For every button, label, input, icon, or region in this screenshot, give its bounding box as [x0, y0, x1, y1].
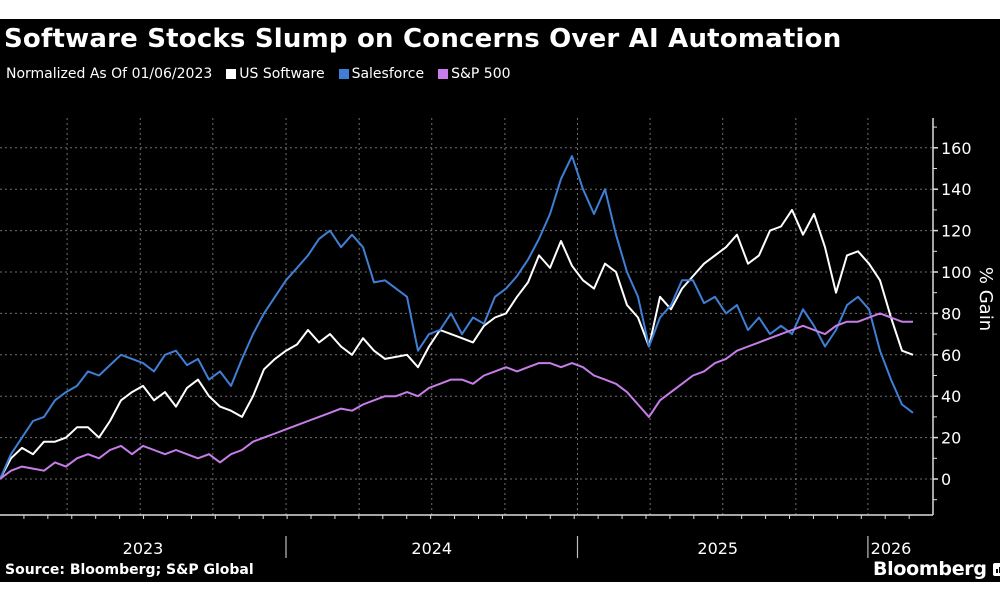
x-year-label: 2026	[871, 539, 912, 558]
y-tick-label: 120	[941, 222, 972, 241]
legend-swatch-sp500	[438, 69, 449, 79]
y-tick-label: 80	[941, 304, 961, 323]
y-axis-label: % Gain	[975, 267, 996, 331]
legend-swatch-us-software	[226, 69, 237, 79]
gridlines	[0, 118, 933, 515]
legend-item-salesforce: Salesforce	[338, 66, 425, 82]
y-tick-label: 60	[941, 346, 961, 365]
y-tick-label: 20	[941, 429, 961, 448]
y-tick-label: 0	[941, 470, 951, 489]
series-lines	[0, 155, 914, 480]
y-tick-label: 140	[941, 180, 972, 199]
bloomberg-logo: Bloomberg	[873, 558, 1000, 580]
series-line-s-p-500	[0, 312, 913, 480]
legend-label-us-software: US Software	[239, 66, 325, 82]
bar-chart-icon	[992, 562, 1000, 576]
legend-label-sp500: S&P 500	[451, 66, 511, 82]
series-line-salesforce	[0, 155, 914, 480]
chart-panel	[0, 19, 1000, 582]
axes: 0 20 40 60 80 100 120 140 160 2023 2024 2025 2026	[0, 118, 972, 558]
series-line-us-software	[0, 208, 914, 480]
source-note: Source: Bloomberg; S&P Global	[5, 562, 254, 578]
x-year-label: 2025	[697, 539, 738, 558]
legend-swatch-salesforce	[338, 69, 349, 79]
legend-label-salesforce: Salesforce	[351, 66, 425, 82]
y-tick-label: 160	[941, 139, 972, 158]
legend-item-sp500: S&P 500	[438, 66, 511, 82]
x-year-label: 2024	[411, 539, 452, 558]
y-tick-label: 100	[941, 263, 972, 282]
normalization-note: Normalized As Of 01/06/2023	[6, 66, 213, 82]
chart-subtitle-legend: Normalized As Of 01/06/2023 US Software …	[6, 66, 511, 82]
brand-name: Bloomberg	[873, 558, 987, 580]
x-year-label: 2023	[123, 539, 164, 558]
y-tick-label: 40	[941, 387, 961, 406]
legend-item-us-software: US Software	[226, 66, 325, 82]
chart-title: Software Stocks Slump on Concerns Over A…	[4, 24, 842, 54]
